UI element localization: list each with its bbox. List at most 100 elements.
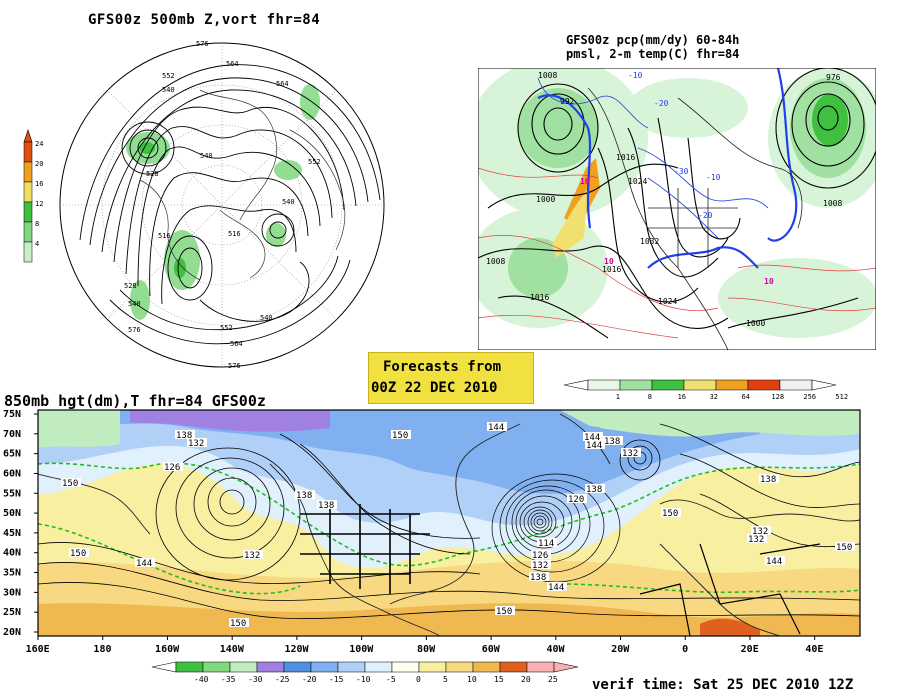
precipitation-color-legend: 1 8 16 32 64 128 256 512 [563, 379, 848, 401]
label-bg [243, 550, 263, 559]
label-bg [747, 534, 767, 543]
legend-swatch [310, 661, 339, 673]
longitude-label: 20E [741, 644, 759, 655]
height-contour-label: 114 [538, 539, 554, 549]
hemisphere-features [60, 43, 384, 367]
height-contour-label: 144 [136, 559, 152, 569]
legend-label: 8 [35, 220, 39, 228]
legend-label: -30 [248, 675, 263, 684]
label-bg [391, 430, 411, 439]
hemisphere-panel-title: GFS00z 500mb Z,vort fhr=84 [88, 12, 321, 28]
legend-label: 64 [742, 393, 750, 401]
label-bg [661, 508, 681, 517]
longitude-label: 160W [155, 644, 180, 655]
legend-swatch [715, 379, 749, 391]
legend-label: 10 [467, 675, 477, 684]
legend-swatch [472, 661, 501, 673]
height-contour-label: 138 [604, 437, 620, 447]
legend-label: 20 [521, 675, 531, 684]
height-contour-label: 126 [532, 551, 548, 561]
legend-swatch [445, 661, 474, 673]
height-contour-label: 144 [766, 557, 782, 567]
legend-label: 0 [416, 675, 421, 684]
legend-label: -25 [275, 675, 290, 684]
latitude-label: 65N [3, 449, 21, 460]
height-contour-label: 150 [70, 549, 86, 559]
contour-label: 552 [308, 158, 321, 166]
isobar-label: 10 [580, 177, 590, 186]
legend-label: 25 [548, 675, 558, 684]
legend-label: 4 [35, 240, 39, 248]
isobar-label: 1024 [628, 177, 647, 186]
isobar-label: 1008 [486, 257, 505, 266]
latitude-label: 70N [3, 429, 21, 440]
isobar-label: 1016 [530, 293, 549, 302]
label-bg [585, 484, 605, 493]
verification-time: verif time: Sat 25 DEC 2010 12Z [592, 677, 854, 693]
legend-swatch [779, 379, 813, 391]
longitude-label: 140W [220, 644, 245, 655]
label-bg [135, 558, 155, 567]
label-bg [621, 448, 641, 457]
latitude-label: 60N [3, 468, 21, 479]
legend-swatch [175, 661, 204, 673]
contour-label: 528 [124, 282, 137, 290]
height-contour-label: 150 [230, 619, 246, 629]
legend-label: -5 [386, 675, 396, 684]
label-bg [835, 542, 855, 551]
longitude-label: 160E [26, 644, 50, 655]
label-bg [567, 494, 587, 503]
label-bg [529, 572, 549, 581]
contour-label: 564 [226, 60, 239, 68]
latitude-label: 50N [3, 508, 21, 519]
height-contour-label: 138 [296, 491, 312, 501]
isobar-label: -10 [706, 173, 721, 182]
label-bg [603, 436, 623, 445]
surface-pressure-map: 1008 992 1000 1016 1024 1008 1032 1024 1016 1008 1… [478, 68, 876, 350]
label-bg [495, 606, 515, 615]
forecast-box-line2: 00Z 22 DEC 2010 [371, 380, 498, 396]
legend-swatch [747, 379, 781, 391]
legend-swatch [23, 161, 33, 183]
legend-label: -20 [302, 675, 317, 684]
forecast-init-box: Forecasts from 00Z 22 DEC 2010 [368, 352, 534, 404]
legend-label: -35 [221, 675, 236, 684]
legend-label: 512 [835, 393, 848, 401]
label-bg [317, 500, 337, 509]
isobar-label: 1024 [658, 297, 677, 306]
legend-label: 1 [616, 393, 620, 401]
legend-swatch [23, 141, 33, 163]
legend-swatch [337, 661, 366, 673]
height-contour-label: 120 [568, 495, 584, 505]
legend-label: 5 [443, 675, 448, 684]
legend-swatch [619, 379, 653, 391]
contour-label: 540 [128, 300, 141, 308]
latitude-label: 55N [3, 488, 21, 499]
isobar-label: 1032 [640, 237, 659, 246]
legend-swatch [256, 661, 285, 673]
legend-label: 24 [35, 140, 43, 148]
legend-swatch [391, 661, 420, 673]
height-contour-label: 150 [836, 543, 852, 553]
contour-label: 540 [200, 152, 213, 160]
legend-label: 12 [35, 200, 43, 208]
label-bg [547, 582, 567, 591]
longitude-label: 100W [349, 644, 374, 655]
height-contour-label: 132 [188, 439, 204, 449]
isobar-label: 992 [560, 97, 575, 106]
legend-label: 15 [494, 675, 504, 684]
height-contour-label: 132 [752, 527, 768, 537]
label-bg [583, 432, 603, 441]
height-contour-label: 144 [488, 423, 504, 433]
label-bg [187, 438, 207, 447]
contour-label: 540 [162, 86, 175, 94]
label-bg [585, 440, 605, 449]
height-contour-label: 150 [496, 607, 512, 617]
height-contour-label: 138 [176, 431, 192, 441]
legend-swatch [651, 379, 685, 391]
height-contour-label: 138 [586, 485, 602, 495]
longitude-label: 180 [93, 644, 111, 655]
longitude-label: 20W [611, 644, 630, 655]
legend-label: 20 [35, 160, 43, 168]
isobar-label: 1000 [536, 195, 555, 204]
